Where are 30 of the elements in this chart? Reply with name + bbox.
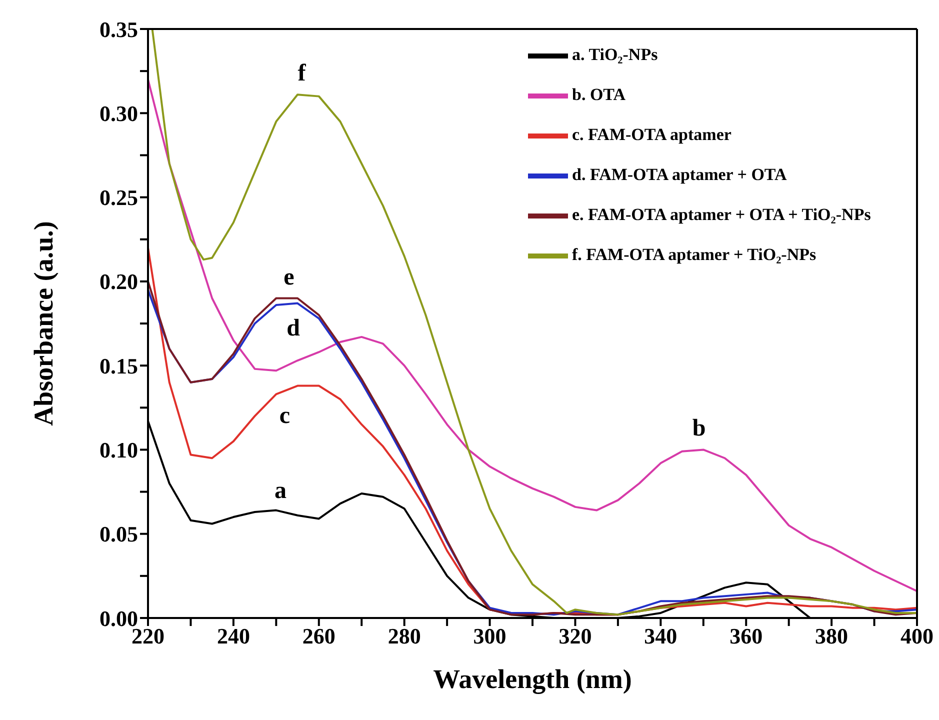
legend-label: f. FAM-OTA aptamer + TiO₂-NPs xyxy=(572,244,816,264)
x-tick-label: 380 xyxy=(815,624,848,649)
legend-label: b. OTA xyxy=(572,84,626,104)
x-tick-label: 340 xyxy=(644,624,678,649)
y-tick-label: 0.05 xyxy=(100,522,138,547)
annotation: c xyxy=(279,402,290,429)
x-tick-label: 300 xyxy=(473,624,506,649)
y-tick-label: 0.30 xyxy=(100,100,138,126)
annotation: f xyxy=(298,60,307,87)
x-tick-label: 260 xyxy=(302,624,336,649)
annotation: a xyxy=(274,478,286,504)
x-tick-label: 360 xyxy=(730,624,763,649)
annotation: e xyxy=(284,264,295,290)
y-tick-label: 0.10 xyxy=(100,438,138,463)
y-tick-label: 0.20 xyxy=(100,269,138,294)
x-tick-label: 240 xyxy=(216,624,250,649)
y-tick-label: 0.35 xyxy=(100,16,138,42)
legend-label: a. TiO₂-NPs xyxy=(572,44,658,64)
x-tick-label: 320 xyxy=(558,624,592,649)
y-tick-label: 0.15 xyxy=(100,353,138,378)
x-tick-label: 400 xyxy=(900,624,934,649)
legend-label: e. FAM-OTA aptamer + OTA + TiO₂-NPs xyxy=(572,204,871,224)
x-axis-title: Wavelength (nm) xyxy=(433,664,632,694)
annotation: d xyxy=(286,315,301,342)
legend-label: d. FAM-OTA aptamer + OTA xyxy=(572,164,787,184)
y-axis-title: Absorbance (a.u.) xyxy=(28,221,59,426)
legend-label: c. FAM-OTA aptamer xyxy=(572,124,732,144)
y-tick-label: 0.25 xyxy=(100,185,138,210)
annotation: b xyxy=(692,416,706,442)
x-tick-label: 280 xyxy=(388,624,421,649)
